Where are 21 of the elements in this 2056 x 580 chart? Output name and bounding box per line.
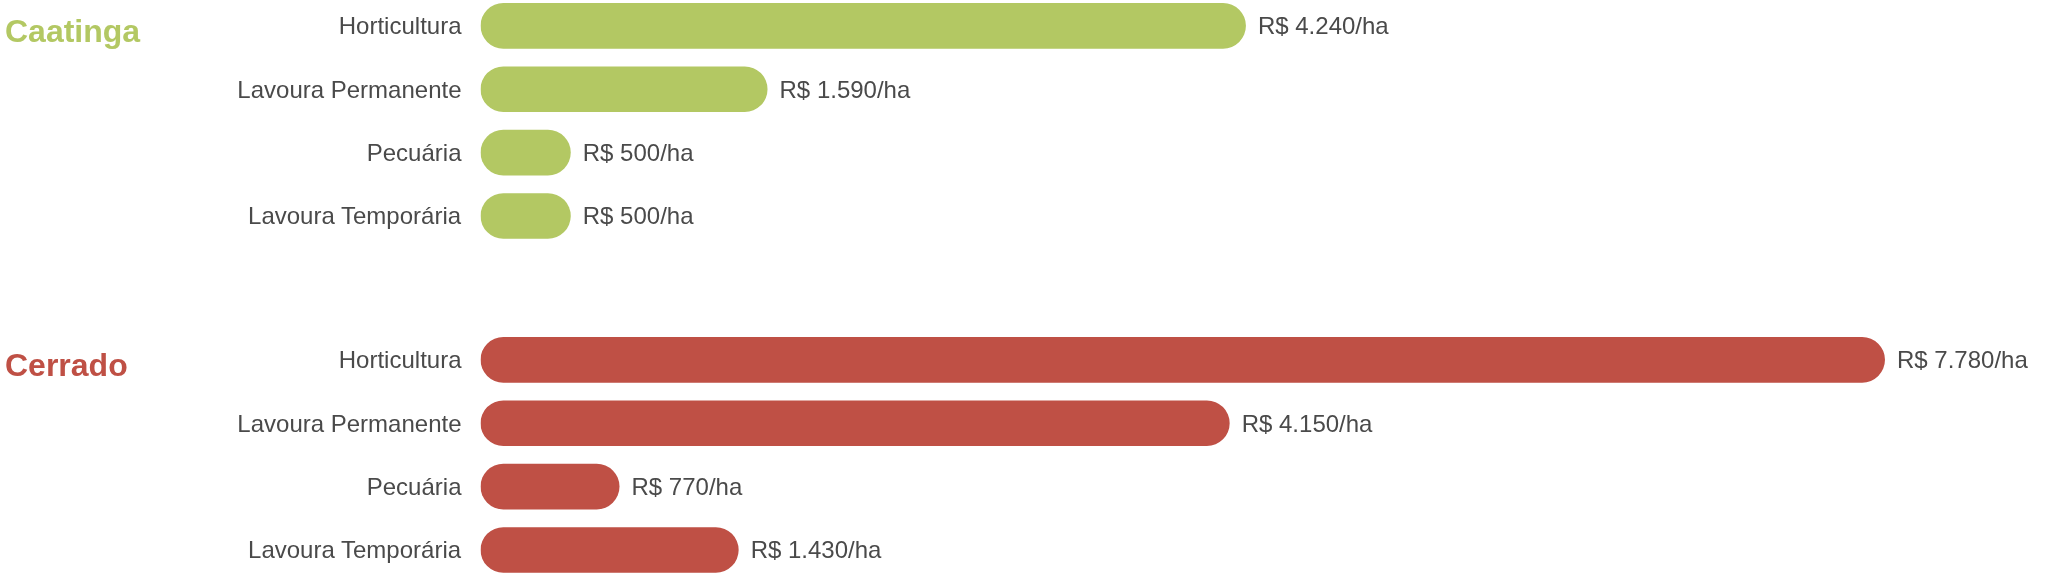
data-label: R$ 4.240/ha — [1257, 12, 1390, 40]
data-label: R$ 500/ha — [582, 139, 695, 167]
text: Cerrado — [5, 346, 128, 385]
y-tick-label: Pecuária — [366, 473, 463, 501]
y-tick-label: Horticultura — [338, 12, 463, 40]
text: Caatinga — [5, 12, 141, 51]
y-tick-label: Lavoura Permanente — [237, 75, 462, 103]
bar — [480, 400, 1230, 447]
data-label: R$ 7.780/ha — [1896, 346, 2029, 374]
data-label: R$ 1.430/ha — [750, 536, 883, 564]
bar — [480, 337, 1885, 383]
y-tick-label: Pecuária — [366, 139, 463, 167]
data-label: R$ 500/ha — [582, 202, 695, 230]
y-tick-label: Lavoura Permanente — [237, 409, 462, 437]
y-tick-label: Lavoura Temporária — [248, 202, 462, 230]
y-tick-label: Lavoura Temporária — [248, 536, 462, 564]
data-label: R$ 1.590/ha — [779, 75, 911, 103]
data-label: R$ 770/ha — [631, 473, 743, 501]
y-tick-label: Horticultura — [338, 346, 463, 374]
bar — [480, 527, 739, 573]
data-label: R$ 4.150/ha — [1241, 409, 1374, 437]
